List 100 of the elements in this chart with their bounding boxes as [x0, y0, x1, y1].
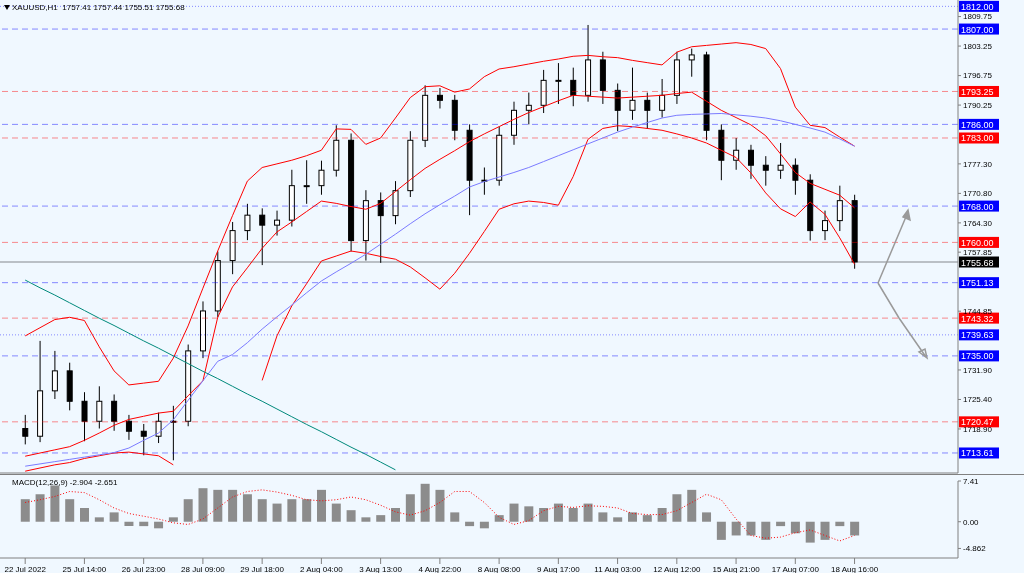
bar	[242, 494, 252, 522]
candlestick	[125, 414, 132, 441]
bar	[716, 521, 726, 540]
bar	[746, 521, 756, 536]
x-tick-label: 25 Jul 14:00	[62, 564, 107, 573]
x-tick-label: 26 Jul 23:00	[121, 564, 166, 573]
bar	[479, 521, 489, 529]
bar	[109, 512, 119, 522]
bar	[509, 503, 519, 522]
bar	[302, 499, 312, 522]
bar	[627, 512, 637, 522]
candlestick	[525, 92, 532, 125]
candlestick	[318, 160, 325, 196]
y-tick-label: 1757.85	[963, 248, 993, 257]
bar	[405, 494, 415, 522]
y-tick-label: 1725.40	[963, 395, 993, 405]
ref-line-label: 1812.00	[961, 1, 994, 12]
bar	[776, 521, 786, 527]
candlestick	[140, 423, 147, 456]
bar	[761, 521, 771, 540]
candlestick	[436, 87, 443, 109]
x-tick-label: 29 Jul 18:00	[240, 564, 285, 573]
line-series	[24, 279, 396, 471]
bar	[687, 489, 697, 522]
ref-line-label: 1807.00	[961, 24, 994, 35]
ref-line-label: 1786.00	[961, 119, 994, 130]
bar	[272, 503, 282, 522]
ref-line-label: 1751.13	[961, 278, 994, 289]
x-tick-label: 9 Aug 17:00	[536, 564, 581, 573]
bar	[702, 512, 712, 522]
bar	[598, 512, 608, 522]
bar	[465, 521, 475, 527]
bar	[257, 499, 267, 522]
candlestick	[822, 210, 829, 241]
bar	[346, 510, 356, 522]
y-tick-label: 1796.75	[963, 71, 993, 81]
candlestick	[644, 92, 651, 130]
candlestick	[629, 67, 636, 121]
candlestick	[155, 412, 162, 444]
candlestick	[377, 191, 384, 264]
candlestick	[244, 203, 251, 241]
ref-line-label: 1739.63	[961, 330, 994, 341]
candlestick	[614, 83, 621, 132]
x-tick-label: 4 Aug 22:00	[418, 564, 462, 573]
candlestick	[747, 144, 754, 180]
candlestick	[22, 414, 29, 445]
bar	[198, 488, 208, 522]
ref-line-label: 1760.00	[961, 237, 994, 248]
chart-title: MACD(12,26,9) -2.904 -2.651	[12, 478, 118, 487]
y-tick-label: 1777.30	[963, 159, 993, 169]
bar	[790, 521, 800, 534]
candlestick	[81, 391, 88, 442]
bar	[435, 489, 445, 522]
candlestick	[659, 78, 666, 119]
x-tick-label: 11 Aug 03:00	[594, 564, 642, 573]
y-tick-label: 7.41	[963, 476, 980, 486]
bar	[524, 506, 534, 522]
chart-title: XAUUSD,H1 1757.41 1757.44 1755.51 1755.68	[12, 3, 185, 12]
bar	[20, 499, 30, 522]
bar	[539, 507, 549, 522]
bar	[316, 489, 326, 522]
bar	[376, 515, 386, 522]
candlestick	[170, 405, 177, 461]
candlestick	[570, 67, 577, 107]
bar	[50, 485, 60, 522]
candlestick	[777, 142, 784, 180]
candlestick	[688, 48, 695, 78]
ref-line-label: 1713.61	[961, 448, 994, 459]
bar	[731, 521, 741, 536]
y-tick-label: 1803.25	[963, 41, 993, 51]
candlestick	[96, 385, 103, 430]
bar	[568, 507, 578, 522]
bar	[94, 517, 104, 522]
y-tick-label: -4.862	[963, 544, 987, 554]
bar	[805, 521, 815, 543]
x-tick-label: 8 Aug 08:00	[477, 564, 521, 573]
y-tick-label: 0.00	[963, 517, 980, 527]
ref-line-label: 1768.00	[961, 201, 994, 212]
x-tick-label: 28 Jul 09:00	[181, 564, 226, 573]
y-tick-label: 1731.90	[963, 365, 993, 375]
x-tick-label: 17 Aug 07:00	[771, 564, 820, 573]
bar	[154, 521, 164, 529]
bar	[183, 499, 193, 522]
bar	[35, 494, 45, 522]
bar	[835, 521, 845, 527]
candlestick	[792, 157, 799, 196]
ref-line-label: 1735.00	[961, 351, 994, 362]
bar	[494, 515, 504, 522]
bar	[213, 489, 223, 522]
x-tick-label: 12 Aug 12:00	[653, 564, 701, 573]
ref-line-label: 1793.25	[961, 86, 994, 97]
bar	[80, 507, 90, 522]
candlestick	[274, 210, 281, 237]
x-tick-label: 15 Aug 21:00	[712, 564, 761, 573]
candlestick	[762, 155, 769, 187]
y-tick-label: 1770.80	[963, 189, 993, 199]
bar	[124, 521, 134, 527]
line-series	[24, 489, 856, 542]
bar	[228, 489, 238, 522]
candlestick	[836, 185, 843, 232]
